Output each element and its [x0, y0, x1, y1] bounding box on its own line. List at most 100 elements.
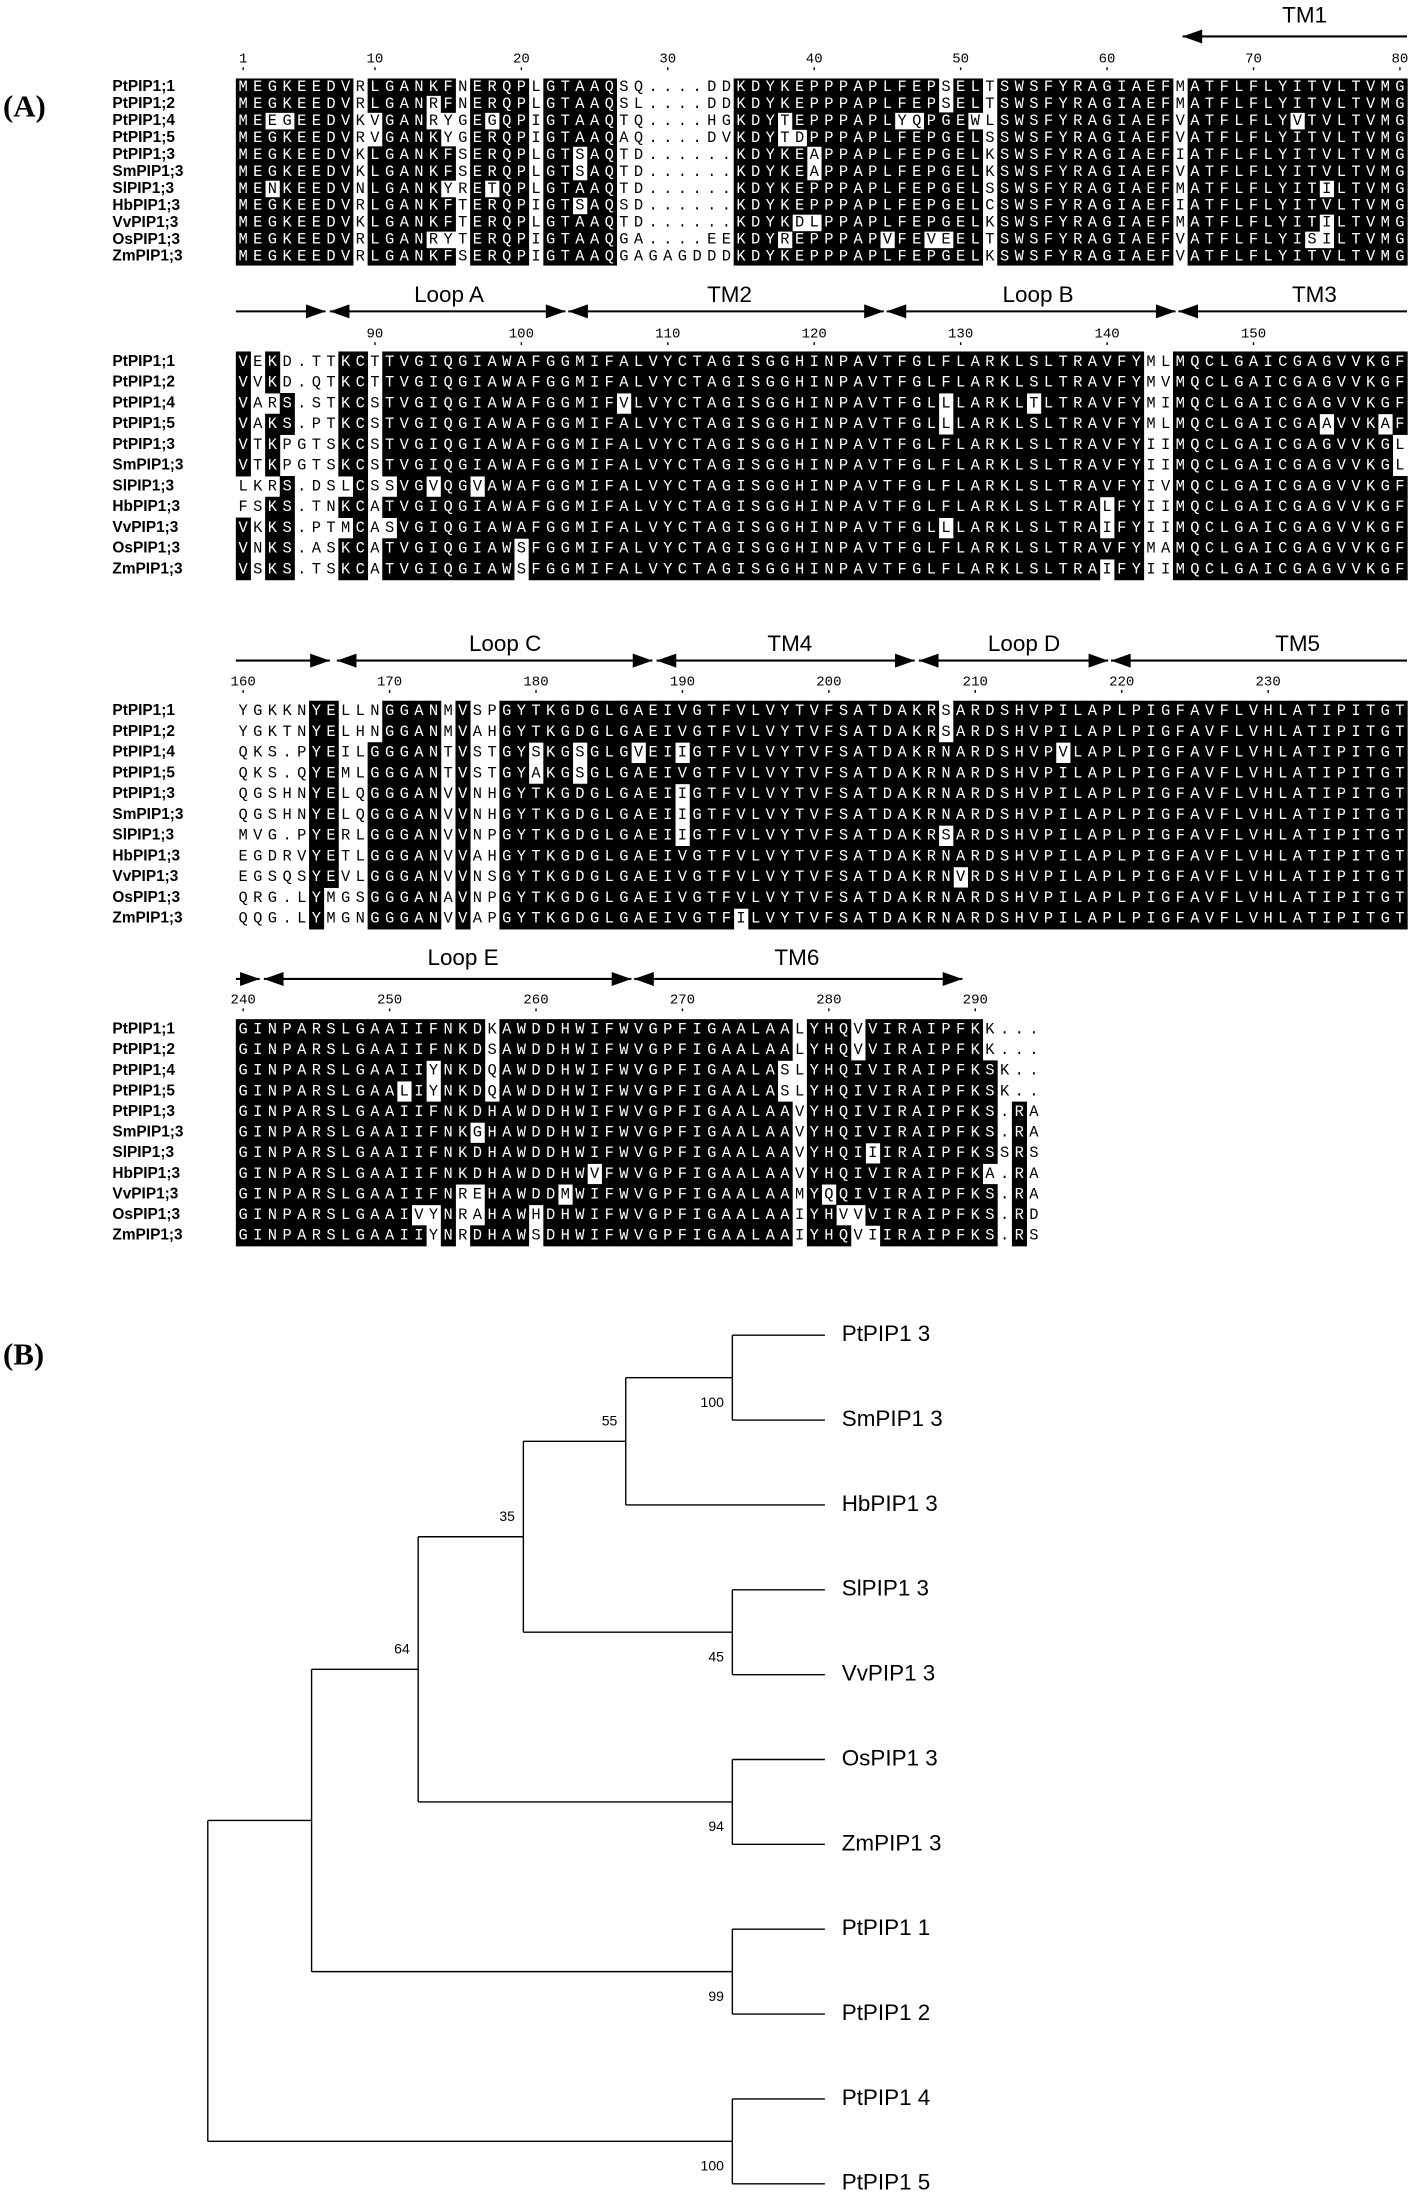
conserved-cell: [1348, 78, 1364, 96]
conserved-cell: [587, 129, 603, 147]
conserved-cell: [1158, 112, 1174, 130]
conserved-cell: [806, 112, 822, 130]
conserved-cell: [997, 129, 1013, 147]
conserved-cell: [1187, 112, 1203, 130]
sequence-name: PtPIP1;3: [112, 146, 175, 163]
conserved-cell: [1304, 95, 1320, 113]
conserved-cell: [484, 129, 500, 147]
conserved-cell: [880, 78, 896, 96]
arrow-head: [886, 304, 907, 319]
conserved-cell: [762, 95, 779, 113]
sequence-name: PtPIP1;4: [112, 394, 175, 411]
conserved-cell: [1392, 112, 1408, 130]
leaf-label: VvPIP1 3: [842, 1661, 936, 1686]
conserved-cell: [484, 95, 500, 113]
conserved-cell: [367, 95, 383, 113]
conserved-cell: [1216, 129, 1232, 147]
position-number: 140: [1094, 327, 1119, 343]
conserved-cell: [953, 95, 969, 113]
conserved-cell: [836, 112, 852, 130]
arrow-head: [336, 653, 357, 668]
conserved-cell: [997, 95, 1013, 113]
conserved-cell: [382, 146, 398, 164]
conserved-cell: [1202, 78, 1218, 96]
sequence-name: ZmPIP1;3: [112, 1227, 183, 1244]
position-number: 110: [655, 327, 680, 343]
conserved-cell: [1158, 129, 1174, 147]
sequence-name: SmPIP1;3: [112, 806, 184, 823]
conserved-cell: [338, 78, 354, 96]
position-number: 20: [513, 52, 530, 68]
conserved-cell: [323, 112, 339, 130]
bootstrap-value: 100: [701, 1394, 725, 1410]
conserved-cell: [265, 95, 281, 113]
conserved-cell: [850, 112, 866, 130]
position-number: 100: [509, 327, 534, 343]
conserved-cell: [1026, 129, 1042, 147]
arrow-head: [240, 971, 260, 986]
conserved-cell: [1392, 129, 1408, 147]
conserved-cell: [499, 78, 515, 96]
conserved-cell: [572, 112, 588, 130]
conserved-cell: [1216, 95, 1232, 113]
conserved-cell: [953, 146, 969, 164]
conserved-cell: [309, 78, 325, 96]
conserved-cell: [806, 95, 822, 113]
conserved-cell: [762, 112, 779, 130]
conserved-cell: [997, 78, 1013, 96]
conserved-cell: [997, 112, 1013, 130]
conserved-cell: [821, 95, 837, 113]
region-label: Loop C: [469, 631, 541, 656]
conserved-cell: [601, 112, 617, 130]
conserved-cell: [1377, 95, 1394, 113]
conserved-cell: [924, 112, 940, 130]
conserved-cell: [1099, 95, 1115, 113]
arrow-head: [864, 304, 884, 319]
sequence-name: ZmPIP1;3: [112, 910, 183, 927]
conserved-cell: [1231, 95, 1247, 113]
conserved-cell: [411, 95, 427, 113]
conserved-cell: [924, 95, 940, 113]
conserved-cell: [484, 146, 500, 164]
conserved-cell: [1041, 78, 1057, 96]
conserved-cell: [1026, 78, 1042, 96]
conserved-cell: [309, 146, 325, 164]
conserved-cell: [953, 78, 969, 96]
conserved-cell: [821, 78, 837, 96]
sequence-name: HbPIP1;3: [112, 197, 180, 214]
panel-label: (A): [3, 89, 46, 123]
conserved-cell: [1187, 78, 1203, 96]
conserved-cell: [411, 129, 427, 147]
conserved-cell: [1348, 112, 1364, 130]
conserved-cell: [1187, 95, 1203, 113]
conserved-cell: [514, 78, 530, 96]
sequence-name: ZmPIP1;3: [112, 248, 183, 265]
conserved-cell: [1290, 129, 1306, 147]
leaf-label: HbPIP1 3: [842, 1491, 938, 1516]
sequence-name: SmPIP1;3: [112, 457, 184, 474]
conserved-cell: [309, 112, 325, 130]
conserved-cell: [792, 112, 808, 130]
conserved-cell: [1334, 129, 1350, 147]
conserved-cell: [1377, 78, 1394, 96]
conserved-cell: [1231, 129, 1247, 147]
conserved-cell: [1363, 129, 1379, 147]
conserved-cell: [967, 95, 984, 113]
conserved-cell: [1011, 95, 1027, 113]
conserved-cell: [894, 78, 910, 96]
position-number: 50: [952, 52, 969, 68]
conserved-cell: [880, 95, 896, 113]
conserved-cell: [850, 95, 866, 113]
conserved-cell: [953, 129, 969, 147]
bootstrap-value: 35: [499, 1508, 515, 1524]
conserved-cell: [543, 95, 559, 113]
conserved-cell: [1319, 95, 1335, 113]
conserved-cell: [1041, 129, 1057, 147]
conserved-cell: [1275, 112, 1291, 130]
conserved-cell: [1319, 78, 1335, 96]
conserved-cell: [1055, 95, 1071, 113]
sequence-name: PtPIP1;2: [112, 723, 175, 740]
